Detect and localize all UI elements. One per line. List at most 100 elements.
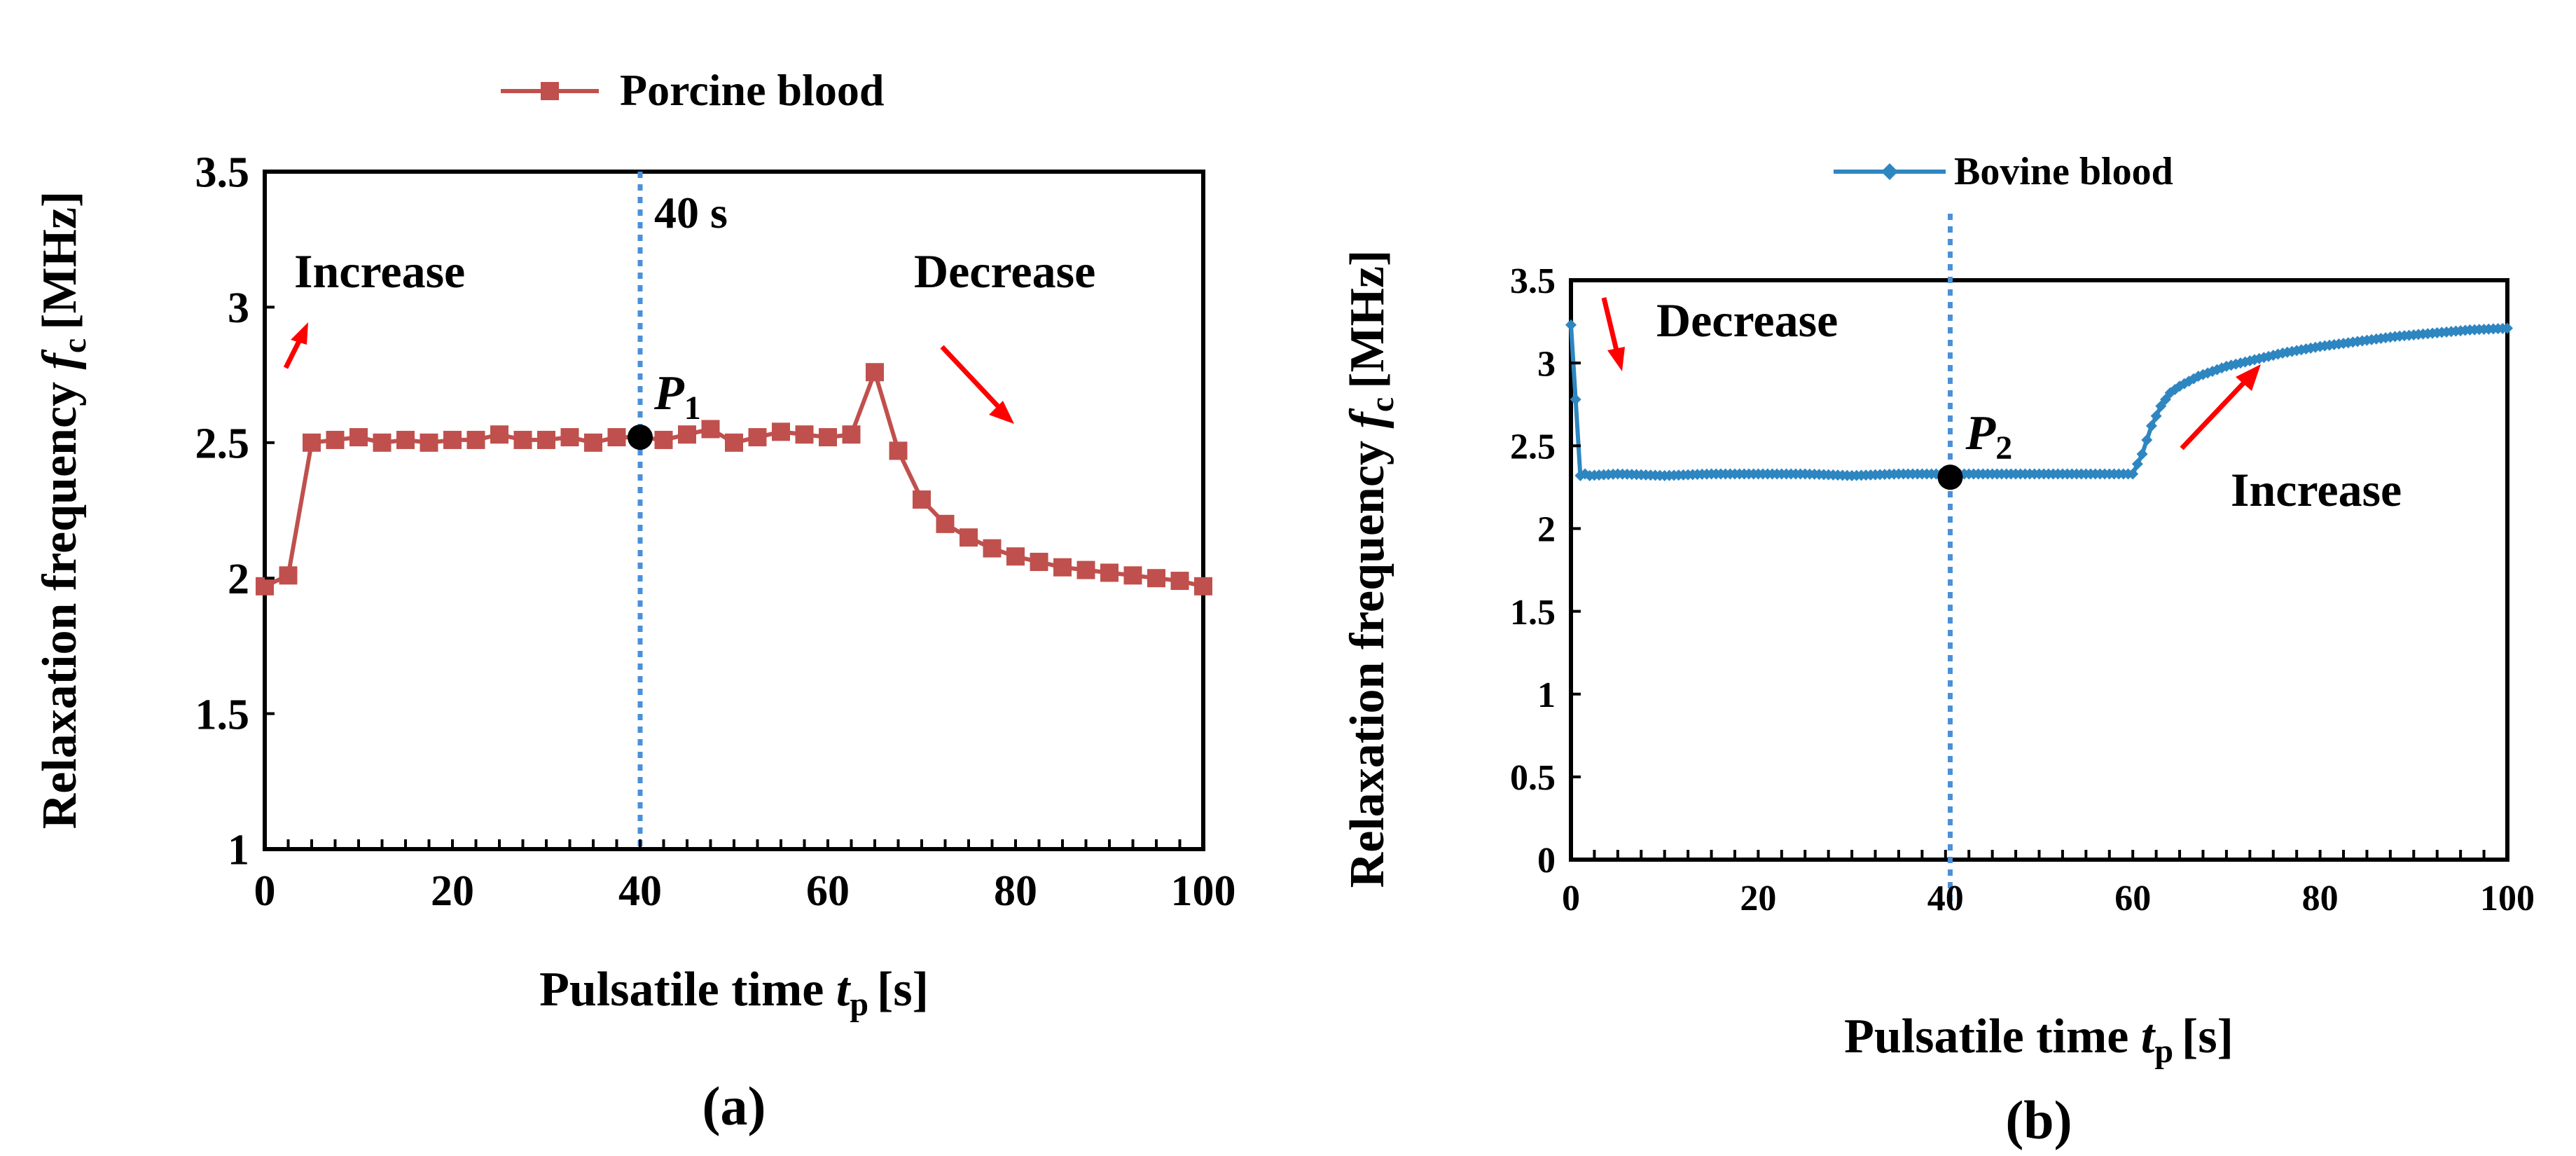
x-tick-label: 60 (806, 867, 850, 915)
data-point (1053, 558, 1072, 577)
arrow-increase-a (283, 322, 308, 369)
data-point (1570, 394, 1581, 406)
annotation-increase-b: Increase (2231, 463, 2402, 516)
data-point (1076, 560, 1095, 579)
legend-marker-porcine (541, 82, 559, 100)
data-point (725, 433, 743, 452)
data-point (2230, 358, 2242, 370)
data-point (960, 528, 978, 547)
series-line-bovine (1569, 324, 2508, 479)
data-point (842, 425, 861, 444)
data-point (654, 430, 673, 449)
x-tick-label: 100 (2480, 879, 2535, 918)
data-point (819, 428, 837, 447)
y-ticks-a: 1 1.5 2 2.5 3 3.5 (195, 149, 275, 874)
data-point (326, 430, 345, 449)
y-tick-label: 1.5 (1510, 593, 1556, 633)
series-markers-porcine (256, 363, 1212, 596)
y-tick-label: 0.5 (1510, 758, 1556, 798)
data-point (2145, 420, 2157, 432)
x-tick-label: 80 (994, 867, 1037, 915)
data-point (396, 430, 415, 449)
point-p2 (1937, 465, 1963, 490)
data-point (678, 425, 696, 444)
data-point (1147, 569, 1165, 588)
y-tick-label: 0 (1537, 841, 1556, 881)
data-point (1565, 319, 1577, 331)
data-point (1170, 572, 1189, 591)
x-tick-label: 20 (431, 867, 474, 915)
data-point (2136, 448, 2148, 460)
series-markers-bovine (1565, 319, 2513, 481)
point-p1 (628, 425, 653, 450)
y-tick-label: 3.5 (1510, 261, 1556, 301)
data-point (772, 422, 790, 441)
y-tick-label: 3 (1537, 344, 1556, 384)
x-axis-title-a: Pulsatile time tp [s] (539, 963, 929, 1023)
panel-a: Porcine blood 40 s P1 Increase Decrease … (33, 65, 1236, 1136)
y-tick-label: 1.5 (195, 691, 250, 738)
data-point (2502, 322, 2513, 334)
y-tick-label: 3 (228, 284, 249, 332)
data-point (1194, 577, 1212, 596)
data-point (983, 539, 1002, 558)
arrow-decrease-b (1601, 297, 1625, 371)
x-ticks-a: 0 20 40 60 80 100 (254, 839, 1236, 915)
x-tick-label: 60 (2114, 879, 2151, 918)
legend-label-porcine: Porcine blood (620, 65, 885, 115)
data-point (889, 441, 908, 460)
data-point (279, 566, 298, 585)
data-point (490, 425, 508, 444)
plot-frame-b (1569, 278, 2509, 862)
x-tick-label: 40 (618, 867, 662, 915)
data-point (866, 363, 884, 382)
x-tick-label: 80 (2302, 879, 2339, 918)
data-point (537, 430, 555, 449)
data-point (466, 430, 485, 449)
data-point (584, 433, 602, 452)
legend-label-bovine: Bovine blood (1954, 150, 2173, 193)
y-axis-title-a: Relaxation frequency fc[MHz] (33, 191, 93, 830)
data-point (1030, 552, 1048, 571)
data-point (420, 433, 438, 452)
y-axis-title-b: Relaxation frequency fc[MHz] (1341, 250, 1401, 888)
data-point (2150, 410, 2162, 422)
data-point (256, 577, 274, 596)
data-point (303, 433, 321, 452)
data-point (795, 425, 814, 444)
data-point (2131, 458, 2143, 470)
data-point (443, 430, 462, 449)
y-ticks-b: 0 0.5 1 1.5 2 2.5 3 3.5 (1510, 261, 1581, 881)
point-label-p1: P1 (653, 366, 701, 427)
annotation-decrease-b: Decrease (1656, 294, 1838, 347)
panel-label-a: (a) (702, 1075, 766, 1136)
arrow-decrease-a (940, 345, 1014, 424)
data-point (913, 490, 931, 509)
data-point (607, 428, 626, 447)
legend-marker-bovine (1881, 163, 1898, 180)
data-point (349, 428, 368, 447)
data-point (2127, 468, 2139, 480)
data-point (513, 430, 532, 449)
panel-b: Bovine blood P2 Decrease Increase 0 20 40 6… (1341, 150, 2535, 1150)
x-tick-label: 40 (1927, 879, 1964, 918)
data-point (936, 514, 955, 533)
y-tick-label: 3.5 (195, 149, 250, 197)
data-point (1100, 563, 1119, 582)
y-tick-label: 2 (1537, 510, 1556, 550)
series-line-porcine (263, 365, 1204, 589)
data-point (701, 420, 720, 439)
data-point (1006, 547, 1025, 566)
guide-label-40s: 40 s (654, 188, 728, 238)
x-tick-label: 100 (1171, 867, 1236, 915)
annotation-decrease-a: Decrease (914, 245, 1095, 298)
arrow-increase-b (2180, 364, 2261, 450)
data-point (748, 428, 767, 447)
x-tick-label: 20 (1740, 879, 1776, 918)
data-point (560, 428, 579, 447)
x-tick-label: 0 (254, 867, 276, 915)
data-point (373, 433, 392, 452)
y-tick-label: 2.5 (1510, 427, 1556, 467)
y-tick-label: 1 (228, 827, 249, 874)
